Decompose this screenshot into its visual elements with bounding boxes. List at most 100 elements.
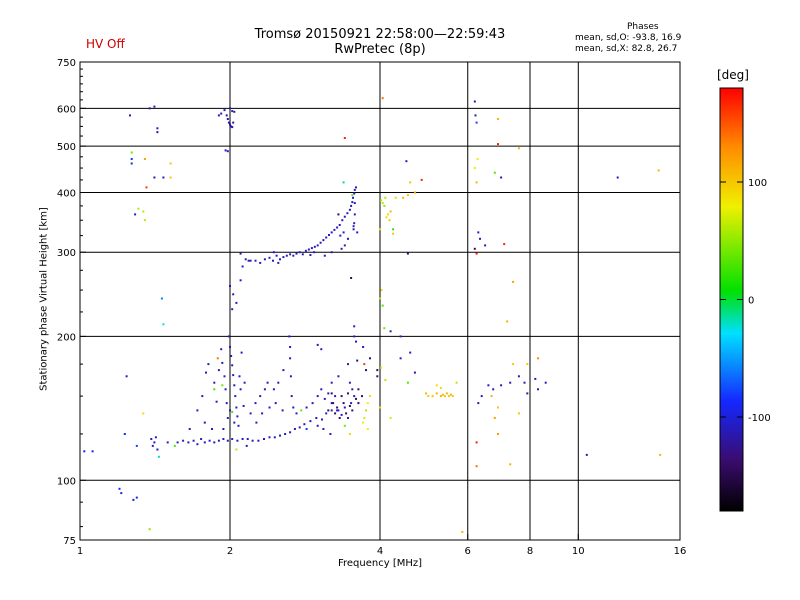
- data-point: [537, 388, 539, 391]
- data-point: [154, 436, 157, 439]
- data-point: [353, 202, 356, 205]
- data-point: [316, 244, 319, 247]
- data-point: [493, 171, 496, 174]
- data-point: [493, 417, 496, 419]
- data-point: [268, 256, 271, 259]
- data-point: [343, 137, 346, 139]
- data-point: [387, 213, 389, 216]
- data-point: [236, 415, 239, 418]
- data-point: [285, 254, 288, 257]
- data-point: [461, 530, 464, 533]
- data-point: [310, 247, 313, 250]
- data-point: [235, 301, 238, 304]
- data-point: [300, 409, 303, 412]
- data-point: [143, 158, 146, 160]
- x-tick-label: 6: [465, 546, 471, 557]
- data-point: [231, 110, 234, 113]
- data-point: [352, 196, 354, 199]
- data-point: [257, 439, 260, 442]
- data-point: [151, 444, 154, 447]
- data-point: [277, 261, 280, 264]
- y-axis-ticks: 75 100 200 300 400 500 600 750: [57, 58, 86, 547]
- data-point: [232, 374, 235, 377]
- data-point: [330, 392, 333, 395]
- data-point: [148, 107, 151, 110]
- data-point: [239, 279, 242, 282]
- y-tick-label: 300: [57, 248, 76, 259]
- data-point: [309, 254, 312, 256]
- data-point: [230, 125, 233, 128]
- data-point: [268, 436, 271, 439]
- data-point: [447, 395, 450, 398]
- data-point: [659, 453, 662, 456]
- data-point: [365, 369, 367, 372]
- data-point: [479, 237, 481, 240]
- colorbar-tick-label: -100: [748, 413, 771, 424]
- data-point: [366, 428, 369, 430]
- phase-summary-o: mean, sd,O: -93.8, 16.9: [575, 33, 682, 43]
- data-point: [223, 109, 226, 112]
- data-point: [289, 346, 292, 348]
- data-point: [343, 215, 346, 218]
- data-point: [229, 346, 231, 348]
- data-point: [166, 441, 169, 444]
- data-point: [225, 114, 228, 117]
- data-point: [348, 433, 351, 435]
- data-point: [231, 364, 234, 367]
- data-point: [277, 381, 280, 384]
- data-point: [332, 402, 335, 405]
- y-tick-label: 75: [63, 536, 76, 547]
- data-point: [355, 340, 357, 343]
- data-point: [322, 239, 325, 242]
- data-point: [316, 395, 319, 398]
- data-point: [156, 448, 159, 451]
- chart-title-line2: RwPretec (8p): [334, 42, 426, 57]
- data-point: [188, 428, 191, 430]
- data-point: [292, 406, 295, 409]
- data-point: [307, 248, 310, 251]
- data-point: [366, 402, 369, 405]
- data-point: [512, 280, 515, 283]
- data-point: [474, 114, 477, 117]
- data-point: [427, 395, 430, 398]
- data-point: [503, 243, 506, 246]
- data-point: [330, 231, 333, 234]
- data-point: [305, 428, 308, 430]
- y-tick-label: 200: [57, 332, 76, 343]
- data-point: [243, 381, 246, 384]
- data-point: [334, 412, 337, 415]
- data-point: [383, 204, 386, 207]
- data-point: [201, 395, 204, 398]
- data-point: [173, 444, 176, 447]
- data-point: [272, 251, 275, 254]
- x-axis-label: Frequency [MHz]: [337, 558, 423, 569]
- data-point: [222, 428, 225, 430]
- x-tick-label: 10: [572, 546, 585, 557]
- data-point: [322, 428, 325, 430]
- data-point: [353, 222, 356, 225]
- y-tick-label: 100: [57, 476, 76, 487]
- data-point: [500, 176, 503, 179]
- data-point: [320, 348, 323, 351]
- data-point: [441, 393, 444, 396]
- data-point: [254, 402, 257, 405]
- data-point: [497, 118, 499, 120]
- data-point: [394, 196, 397, 199]
- data-point: [321, 418, 323, 421]
- data-point: [497, 406, 499, 409]
- data-point: [327, 409, 330, 412]
- data-point: [477, 231, 480, 234]
- data-point: [350, 402, 353, 405]
- data-point: [288, 335, 291, 338]
- data-point: [355, 397, 357, 400]
- data-point: [517, 147, 520, 150]
- data-point: [226, 417, 229, 419]
- grid-lines: [80, 62, 680, 540]
- data-point: [380, 289, 383, 292]
- data-point: [337, 375, 340, 378]
- data-point: [353, 325, 356, 328]
- data-point: [353, 188, 356, 191]
- data-point: [208, 439, 211, 442]
- data-point: [406, 194, 409, 197]
- colorbar-ticks: 100 0 -100: [720, 178, 771, 424]
